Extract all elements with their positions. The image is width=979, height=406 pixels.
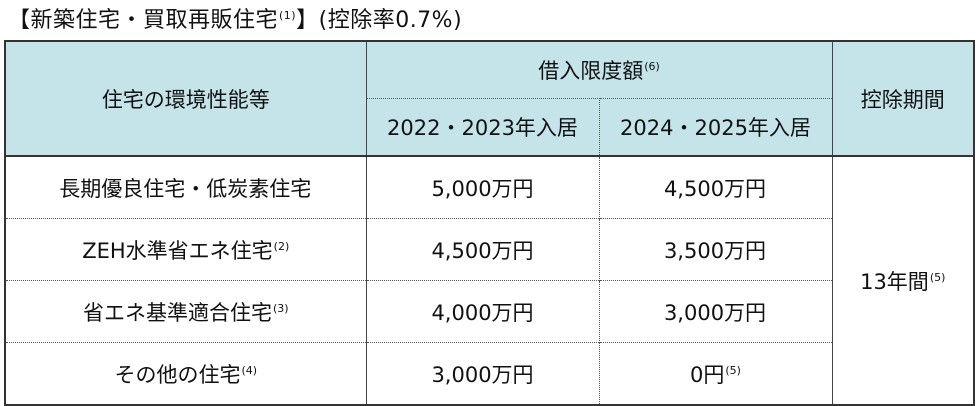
table-body: 長期優良住宅・低炭素住宅 5,000万円 4,500万円 13年間(5) ZEH… <box>4 156 975 405</box>
row-label: 長期優良住宅・低炭素住宅 <box>4 156 367 219</box>
deduction-period-cell: 13年間(5) <box>831 156 975 405</box>
row-limit-2024: 0円(5) <box>598 342 833 405</box>
table-row: その他の住宅(4) 3,000万円 0円(5) <box>4 342 974 405</box>
table-header: 住宅の環境性能等 借入限度額(6) 控除期間 2022・2023年入居 2024… <box>4 41 975 156</box>
row-limit-2022: 3,000万円 <box>365 342 600 405</box>
header-2024-2025: 2024・2025年入居 <box>598 98 833 156</box>
table-row: 省エネ基準適合住宅(3) 4,000万円 3,000万円 <box>4 280 974 343</box>
row-label: その他の住宅(4) <box>4 342 367 405</box>
row-limit-2024: 3,000万円 <box>598 280 833 343</box>
heading-suffix: 】(控除率0.7%) <box>296 8 463 33</box>
header-2022-2023: 2022・2023年入居 <box>365 98 600 156</box>
row-limit-2022: 4,000万円 <box>365 280 600 343</box>
borrowing-limit-table: 住宅の環境性能等 借入限度額(6) 控除期間 2022・2023年入居 2024… <box>4 40 975 406</box>
header-row-sub: 2022・2023年入居 2024・2025年入居 <box>5 98 974 156</box>
row-limit-2024: 3,500万円 <box>598 218 833 281</box>
table-heading: 【新築住宅・買取再販住宅(1)】(控除率0.7%) <box>8 4 462 38</box>
heading-prefix: 【新築住宅・買取再販住宅 <box>8 8 279 33</box>
period-note: (5) <box>929 270 946 284</box>
row-label: 省エネ基準適合住宅(3) <box>4 280 367 343</box>
header-row-top: 住宅の環境性能等 借入限度額(6) 控除期間 <box>4 41 975 156</box>
header-deduction-period: 控除期間 <box>831 41 975 156</box>
table-row: ZEH水準省エネ住宅(2) 4,500万円 3,500万円 <box>4 218 974 281</box>
row-limit-2022: 5,000万円 <box>365 156 600 219</box>
header-limit-note: (6) <box>644 60 660 73</box>
row-limit-2022: 4,500万円 <box>365 218 600 281</box>
header-environment: 住宅の環境性能等 <box>4 41 367 156</box>
table-row: 長期優良住宅・低炭素住宅 5,000万円 4,500万円 13年間(5) <box>4 156 975 405</box>
row-limit-2024: 4,500万円 <box>598 156 833 219</box>
row-label: ZEH水準省エネ住宅(2) <box>4 218 367 281</box>
heading-note: (1) <box>279 8 297 22</box>
header-borrowing-limit: 借入限度額(6) <box>365 41 833 99</box>
